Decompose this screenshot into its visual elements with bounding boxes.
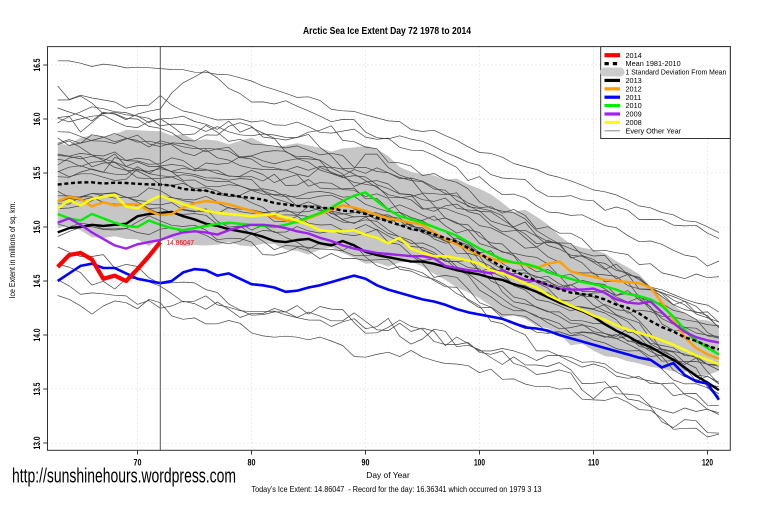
svg-text:13.5: 13.5 bbox=[32, 383, 42, 396]
svg-text:2012: 2012 bbox=[626, 84, 642, 93]
svg-text:2009: 2009 bbox=[626, 110, 642, 119]
svg-text:http://sunshinehours.wordpress: http://sunshinehours.wordpress.com bbox=[12, 466, 236, 488]
svg-text:2010: 2010 bbox=[626, 101, 642, 110]
svg-text:15.0: 15.0 bbox=[32, 221, 42, 234]
svg-text:2014: 2014 bbox=[626, 51, 642, 60]
svg-text:16.0: 16.0 bbox=[32, 113, 42, 126]
svg-text:2011: 2011 bbox=[626, 93, 642, 102]
svg-text:70: 70 bbox=[134, 458, 142, 468]
svg-text:1 Standard Deviation From Mean: 1 Standard Deviation From Mean bbox=[626, 68, 727, 77]
svg-text:120: 120 bbox=[702, 458, 713, 468]
svg-text:15.5: 15.5 bbox=[32, 167, 42, 180]
svg-text:14.86047: 14.86047 bbox=[167, 240, 195, 247]
svg-text:Mean 1981-2010: Mean 1981-2010 bbox=[626, 59, 681, 68]
svg-text:Ice Extent in millions of sq.: Ice Extent in millions of sq. km. bbox=[8, 202, 17, 299]
svg-text:Every Other Year: Every Other Year bbox=[626, 126, 682, 135]
svg-text:100: 100 bbox=[474, 458, 485, 468]
svg-text:14.5: 14.5 bbox=[32, 275, 42, 288]
svg-text:80: 80 bbox=[248, 458, 256, 468]
svg-text:Day of Year: Day of Year bbox=[366, 470, 410, 480]
svg-text:110: 110 bbox=[588, 458, 599, 468]
svg-text:2008: 2008 bbox=[626, 118, 642, 127]
svg-text:Today’s Ice Extent: 14.86047: Today’s Ice Extent: 14.86047 - Record fo… bbox=[252, 484, 542, 494]
svg-text:13.0: 13.0 bbox=[32, 437, 42, 450]
svg-text:90: 90 bbox=[362, 458, 370, 468]
svg-text:Arctic Sea Ice Extent Day 72 1: Arctic Sea Ice Extent Day 72 1978 to 201… bbox=[303, 26, 471, 37]
svg-text:2013: 2013 bbox=[626, 76, 642, 85]
svg-text:14.0: 14.0 bbox=[32, 329, 42, 342]
svg-text:16.5: 16.5 bbox=[32, 59, 42, 72]
